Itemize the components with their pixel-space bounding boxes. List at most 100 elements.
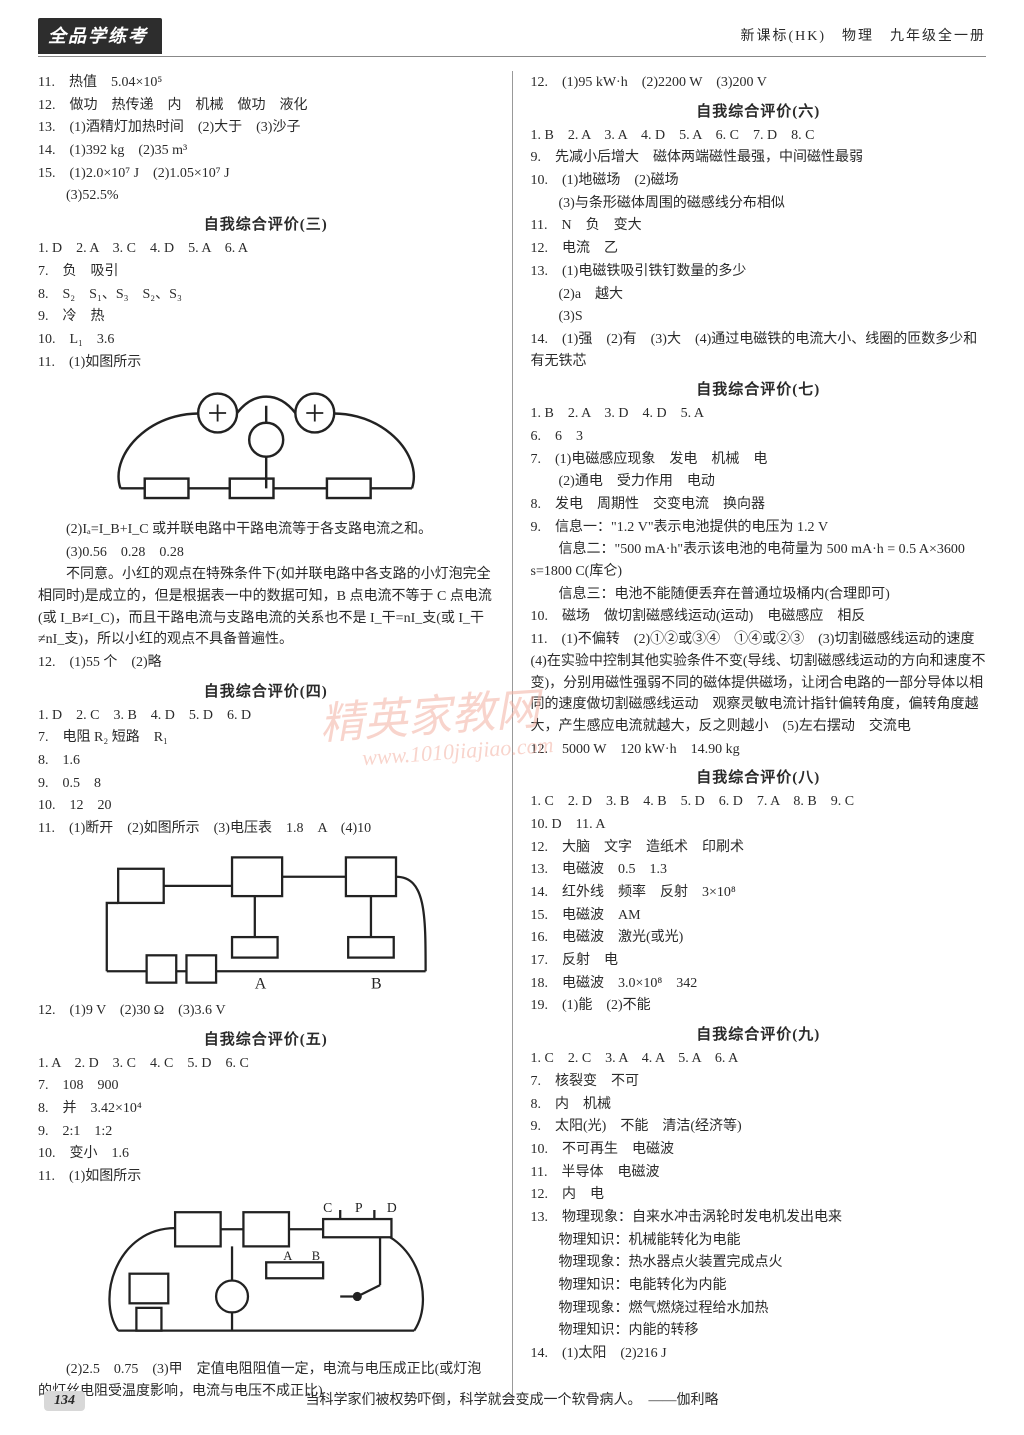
circuit-diagram-1 [84,379,448,513]
text-line: 10. 磁场 做切割磁感线运动(运动) 电磁感应 相反 [531,606,987,628]
header-meta: 新课标(HK) 物理 九年级全一册 [740,25,986,45]
text-line: 12. 电流 乙 [531,238,987,260]
text-line: 7. 108 900 [38,1075,494,1097]
section-title-3: 自我综合评价(三) [38,213,494,234]
text-line: 信息二："500 mA·h"表示该电池的电荷量为 500 mA·h = 0.5 … [531,539,987,582]
text-line: 8. 1.6 [38,750,494,772]
text-line: 11. (1)如图所示 [38,1166,494,1188]
text-line: 1. C 2. C 3. A 4. A 5. A 6. A [531,1048,987,1070]
text-line: 11. N 负 变大 [531,215,987,237]
diagram-label: P [355,1200,363,1215]
text-line: 9. 2:1 1:2 [38,1121,494,1143]
page-header: 全品学练考 新课标(HK) 物理 九年级全一册 [38,18,986,57]
text-line: 物理现象：热水器点火装置完成点火 [531,1252,987,1274]
section-title-8: 自我综合评价(八) [531,766,987,787]
circuit-diagram-3: C P D A B [84,1194,448,1353]
right-column: 12. (1)95 kW·h (2)2200 W (3)200 V 自我综合评价… [531,71,987,1403]
section-title-9: 自我综合评价(九) [531,1023,987,1044]
text-line: 10. 12 20 [38,795,494,817]
text-line: 8. S₂ S₁、S₃ S₂、S₃ [38,284,494,306]
text-line: (3)0.56 0.28 0.28 [38,542,494,564]
text-line: 11. (1)断开 (2)如图所示 (3)电压表 1.8 A (4)10 [38,818,494,840]
footer-quote: 当科学家们被权势吓倒，科学就会变成一个软骨病人。 ——伽利略 [0,1389,1024,1409]
text-line: 13. 电磁波 0.5 1.3 [531,859,987,881]
text-line: 10. 变小 1.6 [38,1143,494,1165]
text-line: 1. D 2. C 3. B 4. D 5. D 6. D [38,705,494,727]
text-line: 6. 6 3 [531,426,987,448]
text-line: 1. D 2. A 3. C 4. D 5. A 6. A [38,238,494,260]
text-line: 12. (1)9 V (2)30 Ω (3)3.6 V [38,1000,494,1022]
text-line: 1. C 2. D 3. B 4. B 5. D 6. D 7. A 8. B … [531,791,987,813]
diagram-label: C [323,1200,332,1215]
text-line: 17. 反射 电 [531,950,987,972]
text-line: 18. 电磁波 3.0×10⁸ 342 [531,973,987,995]
text-line: 12. 大脑 文字 造纸术 印刷术 [531,837,987,859]
text-line: 11. 半导体 电磁波 [531,1162,987,1184]
text-line: 1. A 2. D 3. C 4. C 5. D 6. C [38,1053,494,1075]
text-line: 7. 电阻 R₂ 短路 R₁ [38,727,494,749]
text-line: (2)Iₐ=I_B+I_C 或并联电路中干路电流等于各支路电流之和。 [38,519,494,541]
text-line: (2)a 越大 [531,284,987,306]
text-line: 14. (1)太阳 (2)216 J [531,1343,987,1365]
diagram-label: A [283,1249,292,1263]
text-line: 11. (1)如图所示 [38,352,494,374]
text-line: 7. 核裂变 不可 [531,1071,987,1093]
text-line: 10. D 11. A [531,814,987,836]
text-line: 14. 红外线 频率 反射 3×10⁸ [531,882,987,904]
text-line: 不同意。小红的观点在特殊条件下(如并联电路中各支路的小灯泡完全相同时)是成立的，… [38,564,494,651]
text-line: 19. (1)能 (2)不能 [531,995,987,1017]
text-line: 15. 电磁波 AM [531,905,987,927]
text-line: 11. 热值 5.04×10⁵ [38,72,494,94]
section-title-6: 自我综合评价(六) [531,100,987,121]
text-line: 13. (1)电磁铁吸引铁钉数量的多少 [531,261,987,283]
text-line: 8. 发电 周期性 交变电流 换向器 [531,494,987,516]
text-line: 物理知识：电能转化为内能 [531,1275,987,1297]
brand-logo: 全品学练考 [38,18,162,52]
text-line: 8. 并 3.42×10⁴ [38,1098,494,1120]
text-line: (3)S [531,306,987,328]
diagram-label: B [371,975,382,992]
text-line: 15. (1)2.0×10⁷ J (2)1.05×10⁷ J [38,163,494,185]
text-line: 12. 内 电 [531,1184,987,1206]
text-line: 11. (1)不偏转 (2)①②或③④ ①④或②③ (3)切割磁感线运动的速度 … [531,629,987,737]
section-title-4: 自我综合评价(四) [38,680,494,701]
text-line: 7. (1)电磁感应现象 发电 机械 电 [531,449,987,471]
left-column: 11. 热值 5.04×10⁵ 12. 做功 热传递 内 机械 做功 液化 13… [38,71,494,1403]
text-line: 12. 5000 W 120 kW·h 14.90 kg [531,739,987,761]
text-line: 9. 太阳(光) 不能 清洁(经济等) [531,1116,987,1138]
text-line: (2)通电 受力作用 电动 [531,471,987,493]
text-line: 物理现象：燃气燃烧过程给水加热 [531,1298,987,1320]
text-line: 10. 不可再生 电磁波 [531,1139,987,1161]
text-line: 9. 0.5 8 [38,773,494,795]
section-title-5: 自我综合评价(五) [38,1028,494,1049]
text-line: (3)与条形磁体周围的磁感线分布相似 [531,193,987,215]
text-line: 物理知识：机械能转化为电能 [531,1230,987,1252]
text-line: 9. 先减小后增大 磁体两端磁性最强，中间磁性最弱 [531,147,987,169]
text-line: 12. (1)95 kW·h (2)2200 W (3)200 V [531,72,987,94]
text-line: 14. (1)强 (2)有 (3)大 (4)通过电磁铁的电流大小、线圈的匝数多少… [531,329,987,372]
text-line: 13. (1)酒精灯加热时间 (2)大于 (3)沙子 [38,117,494,139]
content-columns: 11. 热值 5.04×10⁵ 12. 做功 热传递 内 机械 做功 液化 13… [38,71,986,1403]
text-line: 14. (1)392 kg (2)35 m³ [38,140,494,162]
text-line: 16. 电磁波 激光(或光) [531,927,987,949]
text-line: 物理知识：内能的转移 [531,1320,987,1342]
text-line: 12. 做功 热传递 内 机械 做功 液化 [38,95,494,117]
text-line: 1. B 2. A 3. A 4. D 5. A 6. C 7. D 8. C [531,125,987,147]
diagram-label: B [311,1249,319,1263]
section-title-7: 自我综合评价(七) [531,378,987,399]
text-line: 13. 物理现象：自来水冲击涡轮时发电机发出电来 [531,1207,987,1229]
text-line: (3)52.5% [38,185,494,207]
text-line: 7. 负 吸引 [38,261,494,283]
text-line: 1. B 2. A 3. D 4. D 5. A [531,403,987,425]
diagram-label: D [386,1200,396,1215]
text-line: 10. L₁ 3.6 [38,329,494,351]
text-line: 12. (1)55 个 (2)略 [38,652,494,674]
column-divider [512,71,513,1403]
circuit-diagram-2: A B [84,846,448,994]
text-line: 9. 信息一："1.2 V"表示电池提供的电压为 1.2 V [531,517,987,539]
text-line: 9. 冷 热 [38,306,494,328]
text-line: 10. (1)地磁场 (2)磁场 [531,170,987,192]
text-line: 8. 内 机械 [531,1094,987,1116]
text-line: 信息三：电池不能随便丢弃在普通垃圾桶内(合理即可) [531,584,987,606]
diagram-label: A [254,975,266,992]
